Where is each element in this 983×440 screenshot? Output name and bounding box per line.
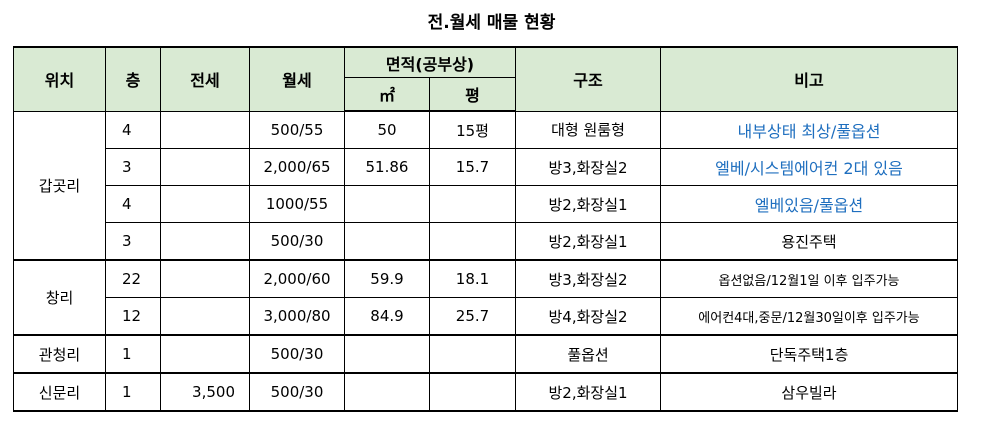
cell-wolse: 2,000/60 xyxy=(249,259,345,298)
cell-structure: 방4,화장실2 xyxy=(515,297,662,336)
cell-jeonse xyxy=(160,222,250,261)
header-area-pyeong: 평 xyxy=(428,77,517,112)
cell-structure: 방2,화장실1 xyxy=(515,185,662,223)
header-area-m2: ㎡ xyxy=(344,77,430,112)
cell-area-pyeong: 15평 xyxy=(428,110,517,149)
table-body: 갑곳리 4 500/55 50 15평 대형 원룸형 내부상태 최상/풀옵션 3 2,000/6… xyxy=(13,110,959,412)
cell-remarks: 옵션없음/12월1일 이후 입주가능 xyxy=(660,259,959,298)
cell-jeonse xyxy=(160,148,250,186)
cell-location: 관청리 xyxy=(13,334,106,374)
cell-area-m2: 84.9 xyxy=(344,297,430,336)
cell-area-pyeong xyxy=(428,222,517,261)
cell-location: 창리 xyxy=(13,259,106,336)
cell-area-pyeong xyxy=(428,334,517,374)
cell-structure: 방3,화장실2 xyxy=(515,148,662,186)
cell-wolse: 1000/55 xyxy=(249,185,345,223)
table-row: 창리 22 2,000/60 59.9 18.1 방3,화장실2 옵션없음/12월1일 이후… xyxy=(13,259,959,336)
table-row: 3 2,000/65 51.86 15.7 방3,화장실2 엘베/시스템에어컨 2대 있음 xyxy=(14,148,959,186)
cell-structure: 방2,화장실1 xyxy=(515,222,662,261)
cell-floor: 1 xyxy=(105,372,161,412)
cell-wolse: 3,000/80 xyxy=(249,297,345,336)
cell-area-m2 xyxy=(344,372,430,412)
cell-jeonse xyxy=(160,110,250,149)
cell-area-m2 xyxy=(344,222,430,261)
cell-area-m2: 50 xyxy=(344,110,430,149)
cell-wolse: 500/30 xyxy=(249,334,345,374)
header-jeonse: 전세 xyxy=(160,46,250,112)
cell-wolse: 500/30 xyxy=(249,222,345,261)
table-row: 갑곳리 4 500/55 50 15평 대형 원룸형 내부상태 최상/풀옵션 xyxy=(13,110,959,261)
cell-jeonse xyxy=(160,185,250,223)
cell-remarks: 삼우빌라 xyxy=(660,372,959,412)
cell-wolse: 2,000/65 xyxy=(249,148,345,186)
table-row: 신문리 1 3,500 500/30 방2,화장실1 삼우빌라 xyxy=(13,372,959,412)
header-wolse: 월세 xyxy=(249,46,345,112)
table-row: 3 500/30 방2,화장실1 용진주택 xyxy=(14,222,959,261)
cell-structure: 대형 원룸형 xyxy=(515,110,662,149)
cell-location: 갑곳리 xyxy=(13,110,106,261)
cell-jeonse: 3,500 xyxy=(160,372,250,412)
cell-floor: 4 xyxy=(105,110,161,149)
cell-jeonse xyxy=(160,334,250,374)
cell-area-m2: 51.86 xyxy=(344,148,430,186)
cell-remarks: 엘베/시스템에어컨 2대 있음 xyxy=(660,148,959,186)
cell-remarks: 용진주택 xyxy=(660,222,959,261)
cell-floor: 3 xyxy=(105,148,161,186)
cell-floor: 1 xyxy=(105,334,161,374)
table-row: 4 1000/55 방2,화장실1 엘베있음/풀옵션 xyxy=(14,185,959,223)
cell-floor: 12 xyxy=(105,297,161,336)
cell-area-pyeong: 15.7 xyxy=(428,148,517,186)
cell-jeonse xyxy=(160,297,250,336)
cell-floor: 22 xyxy=(105,259,161,298)
cell-remarks: 에어컨4대,중문/12월30일이후 입주가능 xyxy=(660,297,959,336)
cell-area-pyeong xyxy=(428,372,517,412)
cell-area-pyeong: 18.1 xyxy=(428,259,517,298)
table-row: 12 3,000/80 84.9 25.7 방4,화장실2 에어컨4대,중문/12월30일… xyxy=(14,297,959,336)
cell-wolse: 500/30 xyxy=(249,372,345,412)
cell-wolse: 500/55 xyxy=(249,110,345,149)
header-location: 위치 xyxy=(13,46,106,112)
header-structure: 구조 xyxy=(515,46,662,112)
cell-floor: 4 xyxy=(105,185,161,223)
cell-remarks: 엘베있음/풀옵션 xyxy=(660,185,959,223)
cell-structure: 풀옵션 xyxy=(515,334,662,374)
cell-remarks: 단독주택1층 xyxy=(660,334,959,374)
header-area: 면적(공부상) xyxy=(343,46,517,78)
listings-table: 위치 층 전세 월세 면적(공부상) 구조 비고 ㎡ 평 갑곳리 4 500/55 5… xyxy=(13,46,959,412)
header-remarks: 비고 xyxy=(660,46,959,112)
cell-structure: 방2,화장실1 xyxy=(515,372,662,412)
cell-area-m2 xyxy=(344,334,430,374)
cell-area-pyeong xyxy=(428,185,517,223)
cell-structure: 방3,화장실2 xyxy=(515,259,662,298)
page-title: 전.월세 매물 현황 xyxy=(427,13,556,33)
header-floor: 층 xyxy=(105,46,161,112)
cell-area-pyeong: 25.7 xyxy=(428,297,517,336)
cell-area-m2 xyxy=(344,185,430,223)
cell-remarks: 내부상태 최상/풀옵션 xyxy=(660,110,959,149)
cell-location: 신문리 xyxy=(13,372,106,412)
cell-area-m2: 59.9 xyxy=(344,259,430,298)
cell-floor: 3 xyxy=(105,222,161,261)
table-row: 관청리 1 500/30 풀옵션 단독주택1층 xyxy=(13,334,959,374)
cell-jeonse xyxy=(160,259,250,298)
